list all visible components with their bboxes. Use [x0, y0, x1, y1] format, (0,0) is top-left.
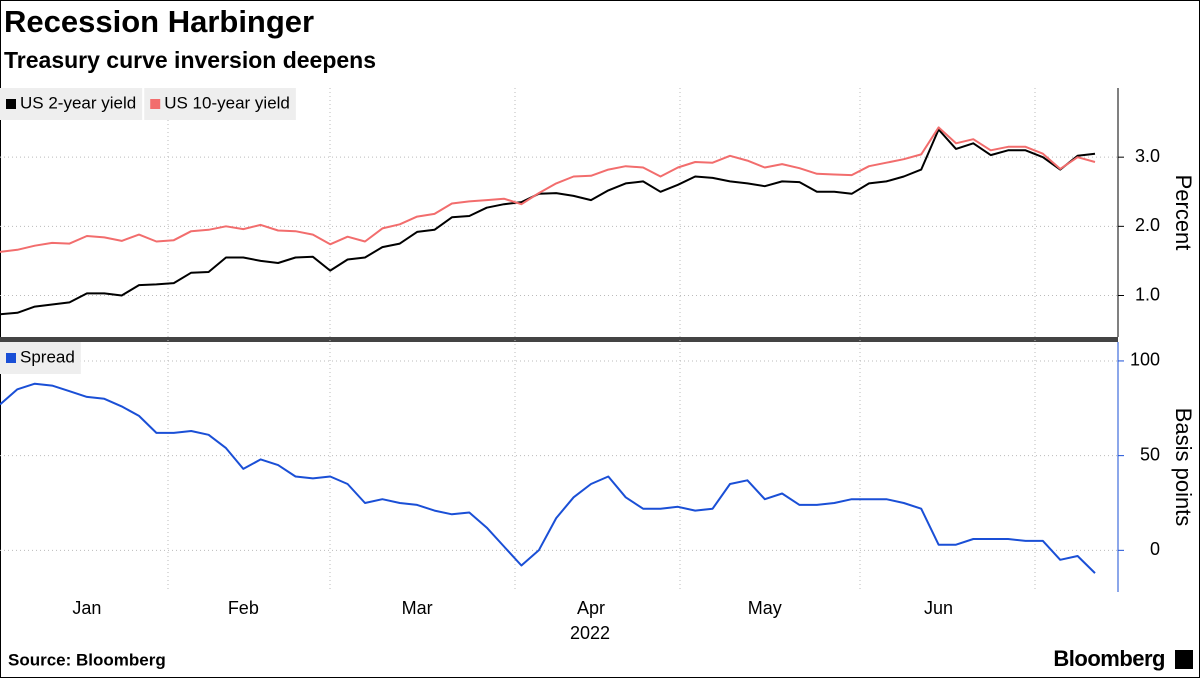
legend-label: Spread [20, 347, 75, 366]
line-series [0, 126, 1096, 253]
chart-title: Recession Harbinger [4, 4, 314, 39]
legend-label: US 2-year yield [20, 93, 136, 112]
panel-divider [0, 337, 1118, 342]
x-tick-label: May [748, 598, 782, 618]
x-tick-label: Apr [577, 598, 605, 618]
legend-bg [0, 88, 143, 120]
y-axis-label: Basis points [1171, 408, 1196, 527]
line-series [0, 382, 1096, 574]
y-tick-label: 100 [1130, 350, 1160, 370]
legend-swatch [150, 99, 161, 109]
brand-icon [1175, 650, 1193, 669]
legend-swatch [6, 353, 16, 363]
legend-bg [144, 88, 296, 120]
legend-item: US 10-year yield [144, 88, 296, 120]
legend-swatch [6, 99, 16, 109]
x-tick-label: Mar [402, 598, 433, 618]
x-tick-label: Jun [924, 598, 953, 618]
month-boundaries [167, 88, 1036, 592]
source: Source: Bloomberg [8, 650, 166, 669]
y-tick-label: 50 [1140, 444, 1160, 464]
line-series [0, 128, 1096, 316]
x-tick-label: Feb [228, 598, 259, 618]
x-tick-label: Jan [72, 598, 101, 618]
chart-subtitle: Treasury curve inversion deepens [4, 47, 376, 73]
legend-label: US 10-year yield [164, 93, 290, 112]
y-tick-label: 2.0 [1135, 215, 1160, 235]
y-tick-label: 3.0 [1135, 146, 1160, 166]
y-tick-label: 1.0 [1135, 284, 1160, 304]
brand: Bloomberg [1053, 646, 1165, 671]
y-axis-label: Percent [1171, 175, 1196, 251]
y-tick-label: 0 [1150, 539, 1160, 559]
legend-item: US 2-year yield [0, 88, 143, 120]
x-axis-label: 2022 [570, 623, 610, 643]
legend-item: Spread [0, 342, 81, 374]
